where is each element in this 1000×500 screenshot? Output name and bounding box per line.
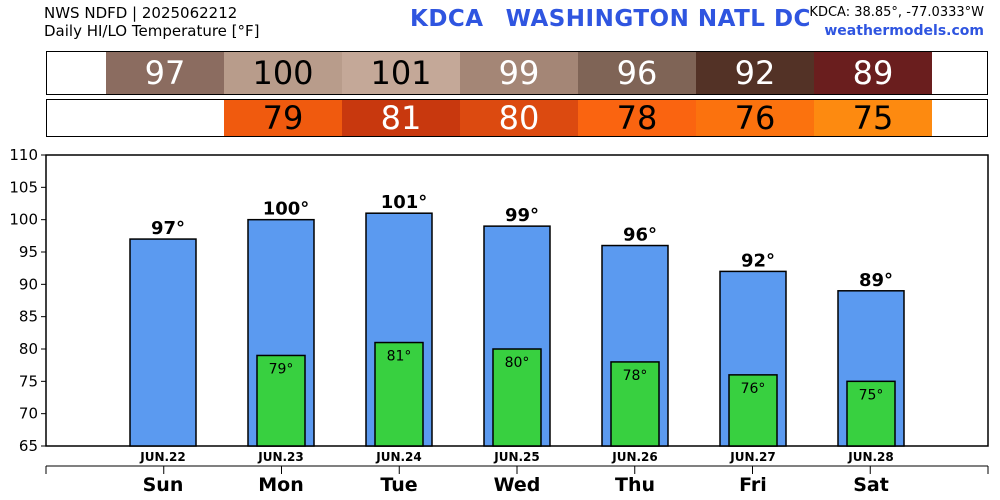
hi-cell-1: 100 [224, 52, 342, 94]
lo-cell-4: 76 [696, 99, 814, 137]
day-label-1: Mon [258, 474, 304, 496]
lo-value-label-2: 81° [387, 349, 412, 365]
lo-temperature-strip: 79 81 80 78 76 75 [46, 99, 988, 137]
lo-bar-1 [256, 354, 306, 447]
lo-value-label-5: 76° [741, 381, 766, 397]
hi-cell-6: 89 [814, 52, 932, 94]
y-tick-label-9: 110 [9, 146, 38, 164]
hi-cell-4: 96 [578, 52, 696, 94]
lo-bar-5 [728, 374, 778, 447]
hi-temperature-strip: 97 100 101 99 96 92 89 [46, 51, 988, 95]
lo-bar-3 [492, 348, 542, 447]
hi-cell-2: 101 [342, 52, 460, 94]
y-tick-label-8: 105 [9, 178, 38, 196]
hi-value-label-1: 100° [263, 199, 310, 220]
lo-bar-2 [374, 341, 424, 447]
y-tick-label-3: 80 [19, 340, 38, 358]
hi-cell-3: 99 [460, 52, 578, 94]
y-tick-label-1: 70 [19, 405, 38, 423]
header-left: NWS NDFD | 2025062212 Daily HI/LO Temper… [44, 4, 260, 40]
header-right: KDCA: 38.85°, -77.0333°W weathermodels.c… [809, 4, 984, 40]
date-label-3: JUN.25 [493, 450, 540, 464]
station-name: WASHINGTON NATL DC [505, 6, 811, 32]
lo-value-label-3: 80° [505, 355, 530, 371]
hi-value-label-6: 89° [859, 270, 893, 291]
lo-cell-3: 78 [578, 99, 696, 137]
day-label-5: Fri [739, 474, 767, 496]
lo-value-label-1: 79° [269, 361, 294, 377]
date-label-0: JUN.22 [139, 450, 186, 464]
y-tick-label-2: 75 [19, 372, 38, 390]
station-code: KDCA [410, 6, 484, 32]
y-tick-label-6: 95 [19, 243, 38, 261]
y-tick-label-4: 85 [19, 308, 38, 326]
model-run-label: NWS NDFD | 2025062212 [44, 4, 238, 22]
hi-value-label-3: 99° [505, 205, 539, 226]
lo-cell-1: 81 [342, 99, 460, 137]
lo-cell-5: 75 [814, 99, 932, 137]
date-label-4: JUN.26 [611, 450, 658, 464]
date-label-6: JUN.28 [847, 450, 894, 464]
lo-value-label-4: 78° [623, 368, 648, 384]
y-tick-label-7: 100 [9, 211, 38, 229]
lo-cell-2: 80 [460, 99, 578, 137]
hi-value-label-5: 92° [741, 250, 775, 271]
chart-title: Daily HI/LO Temperature [°F] [44, 22, 260, 40]
hi-value-label-2: 101° [381, 192, 428, 213]
day-label-2: Tue [380, 474, 417, 496]
hi-cell-0: 97 [106, 52, 224, 94]
y-tick-label-5: 90 [19, 275, 38, 293]
day-label-6: Sat [853, 474, 889, 496]
date-label-2: JUN.24 [375, 450, 422, 464]
hi-value-label-0: 97° [151, 218, 185, 239]
station-title: KDCA WASHINGTON NATL DC [410, 6, 811, 32]
date-label-1: JUN.23 [257, 450, 304, 464]
hi-cell-5: 92 [696, 52, 814, 94]
hi-value-label-4: 96° [623, 225, 657, 246]
station-coords: KDCA: 38.85°, -77.0333°W [809, 5, 984, 20]
hi-bar-0 [129, 238, 197, 447]
y-tick-label-0: 65 [19, 437, 38, 455]
lo-bar-4 [610, 361, 660, 447]
date-label-5: JUN.27 [729, 450, 776, 464]
lo-cell-0: 79 [224, 99, 342, 137]
lo-value-label-6: 75° [859, 387, 884, 403]
day-label-4: Thu [615, 474, 655, 496]
site-link[interactable]: weathermodels.com [824, 23, 984, 39]
lo-bar-6 [846, 380, 896, 447]
day-label-3: Wed [494, 474, 541, 496]
day-label-0: Sun [143, 474, 184, 496]
